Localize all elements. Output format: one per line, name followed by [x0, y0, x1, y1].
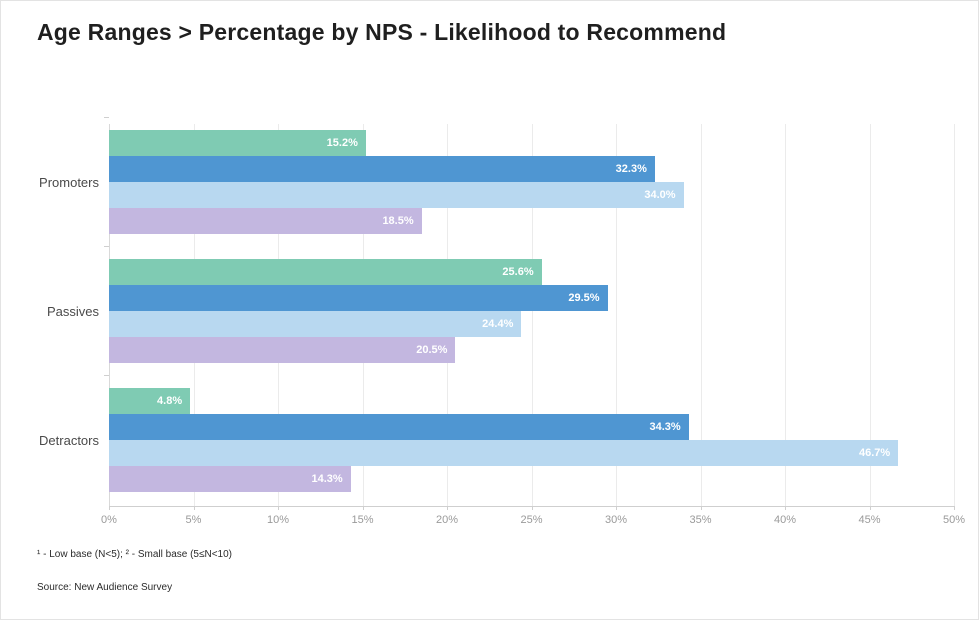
footnote: ¹ - Low base (N<5); ² - Small base (5≤N<…: [37, 549, 232, 560]
x-tick-label: 20%: [435, 514, 459, 526]
x-tick-label: 10%: [266, 514, 290, 526]
category-label-promoters: Promoters: [39, 174, 99, 190]
x-tick-label: 5%: [185, 514, 202, 526]
x-axis-tick: [785, 506, 786, 510]
plot-area: 15.2% 32.3% 34.0% 18.5% 25.6% 29.5% 24.4% 20.5%…: [104, 117, 955, 507]
bar-value-label: 29.5%: [568, 292, 600, 304]
plot-column: 15.2% 32.3% 34.0% 18.5% 25.6% 29.5% 24.4% 20.5%…: [101, 117, 965, 531]
bar-value-label: 4.8%: [157, 395, 183, 407]
bar-promoters-series-1: 15.2%: [109, 130, 366, 156]
bar-value-label: 34.0%: [644, 189, 676, 201]
x-tick-label: 35%: [689, 514, 712, 526]
bar-passives-series-4: 20.5%: [109, 337, 456, 363]
bar-detractors-series-2: 34.3%: [109, 414, 689, 440]
x-axis-tick: [700, 506, 702, 510]
page-title: Age Ranges > Percentage by NPS - Likelih…: [37, 19, 727, 45]
x-axis-tick: [193, 506, 195, 510]
x-tick-label: 45%: [858, 514, 881, 526]
bar-value-label: 46.7%: [859, 447, 891, 459]
source-note: Source: New Audience Survey: [37, 582, 173, 593]
x-tick-label: 30%: [604, 514, 628, 526]
bar-value-label: 25.6%: [502, 266, 534, 278]
bar-detractors-series-1: 4.8%: [109, 388, 191, 414]
x-axis-tick: [278, 506, 279, 510]
bar-promoters-series-4: 18.5%: [109, 208, 422, 234]
x-axis-tick: [954, 506, 955, 510]
bar-promoters-series-2: 32.3%: [109, 156, 655, 182]
bar-group-passives: 25.6% 29.5% 24.4% 20.5%: [104, 246, 954, 363]
bar-value-label: 14.3%: [311, 473, 343, 485]
bar-value-label: 34.3%: [649, 421, 681, 433]
x-axis-tick: [362, 506, 364, 510]
bar-value-label: 32.3%: [615, 163, 647, 175]
bar-passives-series-1: 25.6%: [109, 259, 542, 285]
nps-bar-chart: Promoters Passives Detractors 15.2% 32.3% 34…: [37, 117, 965, 531]
bar-groups: 15.2% 32.3% 34.0% 18.5% 25.6% 29.5% 24.4% 20.5%…: [104, 117, 954, 506]
y-axis-category-labels: Promoters Passives Detractors: [37, 124, 109, 506]
bar-promoters-series-3: 34.0%: [109, 182, 684, 208]
x-tick-label: 25%: [520, 514, 543, 526]
bar-passives-series-3: 24.4%: [109, 311, 522, 337]
bar-value-label: 20.5%: [416, 344, 448, 356]
x-axis-tick: [109, 506, 110, 510]
x-axis-tick: [531, 506, 533, 510]
x-tick-label: 40%: [773, 514, 797, 526]
x-axis-tick: [616, 506, 617, 510]
bar-value-label: 15.2%: [326, 137, 358, 149]
x-axis: 0% 5% 10% 15% 20% 25% 30% 35% 40% 45% 50%: [101, 506, 965, 531]
bar-value-label: 18.5%: [382, 215, 414, 227]
bar-detractors-series-3: 46.7%: [109, 440, 899, 466]
category-label-detractors: Detractors: [39, 432, 99, 448]
bar-detractors-series-4: 14.3%: [109, 466, 351, 492]
x-tick-label: 50%: [942, 514, 966, 526]
category-label-passives: Passives: [46, 303, 99, 319]
x-tick-label: 15%: [351, 514, 374, 526]
x-axis-tick: [447, 506, 448, 510]
bar-value-label: 24.4%: [482, 318, 514, 330]
x-axis-tick: [869, 506, 871, 510]
bar-group-promoters: 15.2% 32.3% 34.0% 18.5%: [104, 117, 954, 234]
gridline: [954, 124, 955, 506]
x-tick-label: 0%: [101, 514, 117, 526]
bar-group-detractors: 4.8% 34.3% 46.7% 14.3%: [104, 375, 954, 492]
bar-passives-series-2: 29.5%: [109, 285, 608, 311]
